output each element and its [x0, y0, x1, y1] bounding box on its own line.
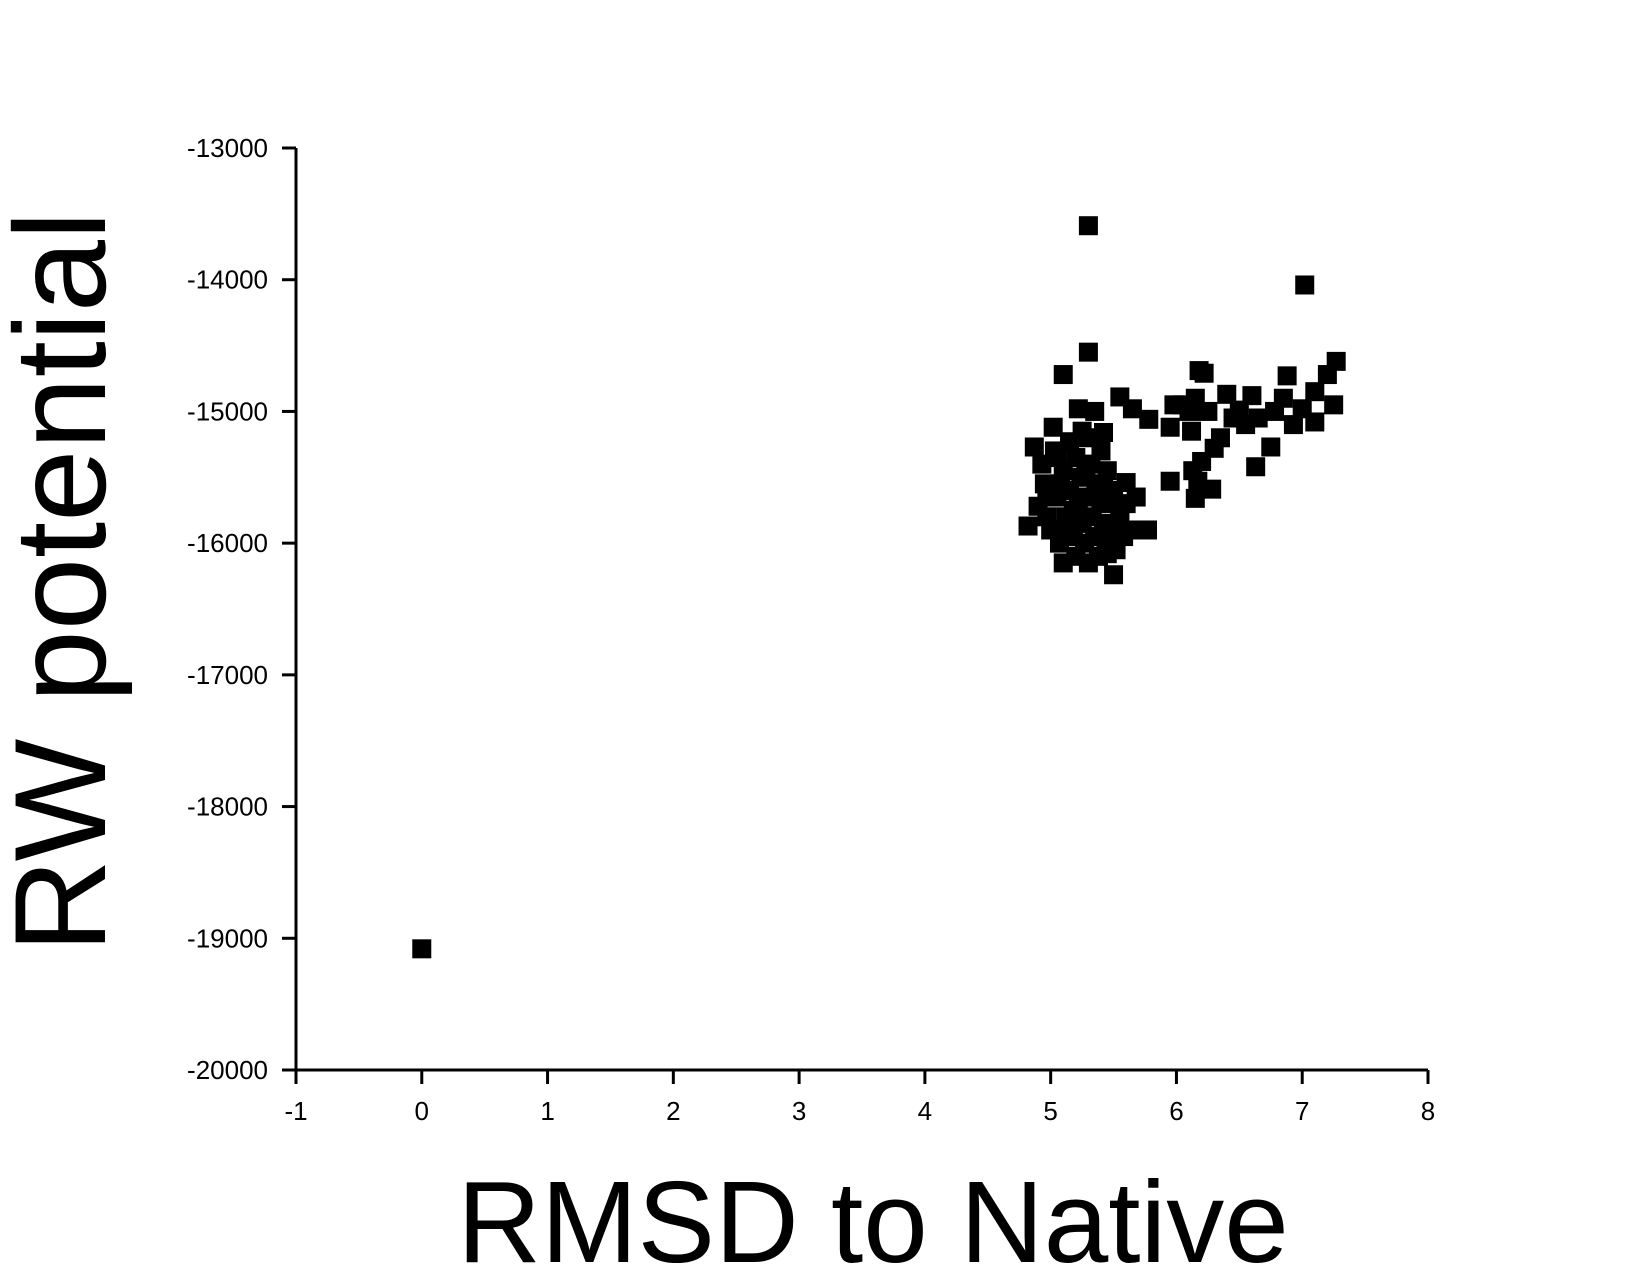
- point: [1295, 275, 1315, 295]
- y-tick-label: -13000: [187, 133, 268, 163]
- y-axis-label: RW potential: [0, 211, 133, 953]
- point: [1078, 216, 1098, 236]
- point: [1085, 401, 1105, 421]
- point: [1068, 399, 1088, 419]
- point: [1091, 441, 1111, 461]
- point: [1183, 461, 1203, 481]
- x-tick-label: 5: [1043, 1096, 1057, 1126]
- point: [1185, 488, 1205, 508]
- x-tick-label: 2: [666, 1096, 680, 1126]
- point: [1104, 565, 1124, 585]
- y-tick-label: -17000: [187, 660, 268, 690]
- point: [1217, 384, 1237, 404]
- point: [1317, 365, 1337, 385]
- x-tick-label: 3: [792, 1096, 806, 1126]
- point: [1093, 423, 1113, 443]
- point: [1160, 417, 1180, 437]
- point: [1189, 361, 1209, 381]
- y-tick-label: -16000: [187, 528, 268, 558]
- point: [1246, 457, 1266, 477]
- point: [1164, 395, 1184, 415]
- point: [1047, 448, 1067, 468]
- point: [1072, 421, 1092, 441]
- x-axis-label: RMSD to Native: [457, 1157, 1289, 1275]
- point: [412, 939, 432, 959]
- point: [1116, 494, 1136, 514]
- point: [1324, 395, 1344, 415]
- point: [1018, 516, 1038, 536]
- point: [1277, 366, 1297, 386]
- y-tick-label: -19000: [187, 923, 268, 953]
- y-tick-label: -20000: [187, 1055, 268, 1085]
- x-tick-label: -1: [284, 1096, 307, 1126]
- x-tick-label: 1: [540, 1096, 554, 1126]
- x-tick-label: 7: [1295, 1096, 1309, 1126]
- y-tick-label: -14000: [187, 265, 268, 295]
- x-tick-label: 0: [415, 1096, 429, 1126]
- x-tick-label: 8: [1421, 1096, 1435, 1126]
- point: [1078, 342, 1098, 362]
- point: [1305, 412, 1325, 432]
- point: [1283, 415, 1303, 435]
- point: [1160, 471, 1180, 491]
- point: [1119, 520, 1139, 540]
- x-tick-label: 6: [1169, 1096, 1183, 1126]
- point: [1053, 365, 1073, 385]
- x-tick-label: 4: [918, 1096, 932, 1126]
- point: [1242, 386, 1262, 406]
- point: [1182, 421, 1202, 441]
- point: [1076, 461, 1096, 481]
- point: [1305, 382, 1325, 402]
- point: [1139, 409, 1159, 429]
- point: [1063, 500, 1083, 520]
- point: [1223, 408, 1243, 428]
- point: [1056, 520, 1076, 540]
- y-tick-label: -18000: [187, 792, 268, 822]
- point: [1261, 437, 1281, 457]
- point: [1110, 387, 1130, 407]
- point: [1043, 417, 1063, 437]
- point: [1265, 401, 1285, 421]
- point: [1093, 474, 1113, 494]
- point: [1138, 520, 1158, 540]
- point: [1051, 474, 1071, 494]
- y-tick-label: -15000: [187, 396, 268, 426]
- point: [1024, 437, 1044, 457]
